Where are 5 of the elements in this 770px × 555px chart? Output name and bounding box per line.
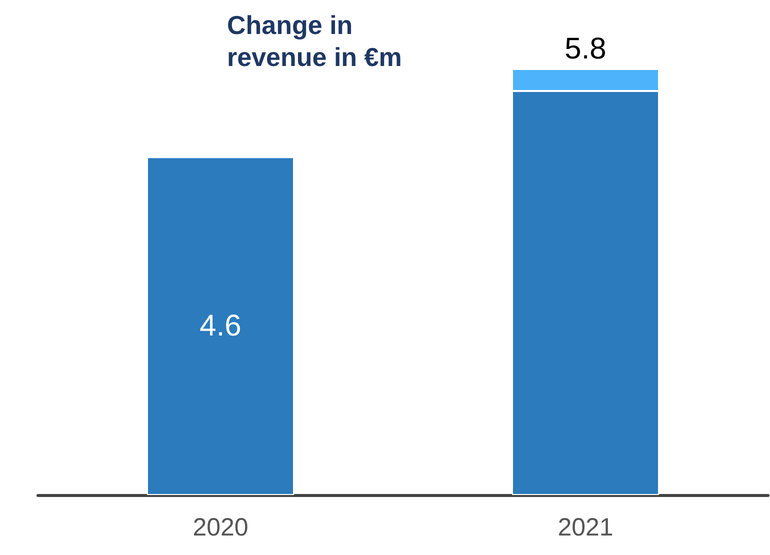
x-tick-label: 2020 [192,514,248,542]
total-label: 5.8 [564,32,606,66]
data-label: 4.6 [200,310,242,343]
chart-title: Change in revenue in €m [227,10,402,72]
x-tick-label: 2021 [558,514,614,542]
